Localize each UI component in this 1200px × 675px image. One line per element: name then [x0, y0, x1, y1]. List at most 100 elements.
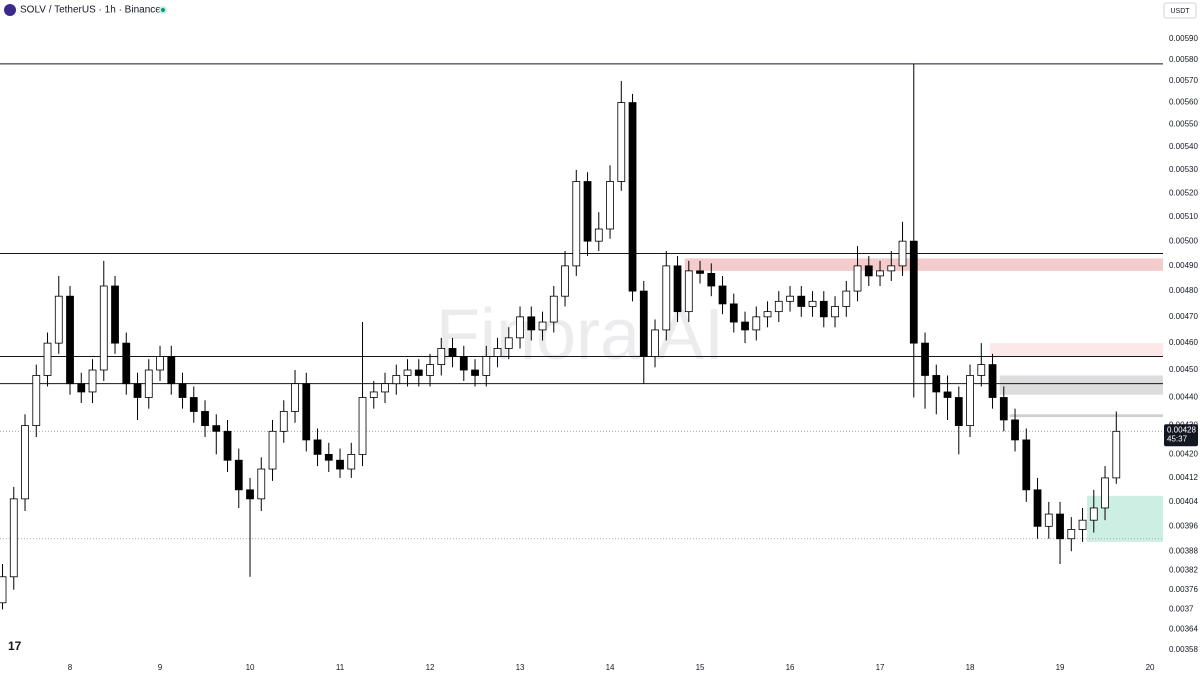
candle-body — [369, 391, 378, 398]
y-tick-label: 0.00412 — [1169, 473, 1198, 482]
tv-logo[interactable]: 17 — [8, 639, 22, 653]
candle-body — [842, 290, 851, 307]
y-tick-label: 0.00500 — [1169, 236, 1198, 245]
currency-box[interactable] — [1163, 2, 1197, 19]
x-tick-label: 19 — [1056, 663, 1065, 672]
currency[interactable]: USDT — [1170, 8, 1190, 15]
x-tick-label: 14 — [606, 663, 615, 672]
x-tick-label: 10 — [246, 663, 255, 672]
candle-body — [887, 265, 896, 272]
candle-body — [156, 356, 164, 371]
y-tick-label: 0.00376 — [1169, 585, 1198, 594]
candle-body — [876, 270, 884, 277]
candle-body — [696, 270, 704, 274]
candle-body — [729, 303, 738, 323]
countdown: 45:37 — [1167, 434, 1188, 443]
candle-body — [617, 102, 626, 182]
candle-body — [88, 369, 97, 393]
candle-body — [1011, 419, 1019, 441]
candle-body — [549, 295, 558, 323]
candle-body — [246, 489, 254, 500]
candle-body — [313, 439, 322, 455]
candle-body — [898, 240, 907, 267]
candle-body — [651, 329, 659, 357]
candle-body — [178, 383, 187, 398]
candle-body — [54, 295, 63, 344]
candle-body — [988, 364, 997, 398]
candle-body — [718, 285, 727, 305]
y-tick-label: 0.00560 — [1169, 98, 1198, 107]
candle-body — [279, 411, 288, 432]
candle-body — [167, 356, 176, 385]
candle-body — [448, 348, 457, 357]
y-tick-label: 0.00570 — [1169, 76, 1198, 85]
y-tick-label: 0.00510 — [1169, 212, 1198, 221]
candle-body — [482, 356, 491, 376]
x-tick-label: 8 — [68, 663, 73, 672]
candle-body — [459, 356, 468, 371]
candle-body — [774, 300, 783, 313]
candle-body — [684, 270, 693, 313]
y-tick-label: 0.00580 — [1169, 55, 1198, 64]
candle-body — [572, 181, 581, 267]
candle-body — [32, 375, 41, 427]
candle-body — [1033, 489, 1042, 527]
candle-body — [639, 290, 648, 357]
candle-body — [583, 181, 592, 242]
candle-body — [1101, 477, 1109, 509]
candle-body — [673, 265, 682, 313]
candle-body — [1056, 513, 1064, 540]
candle-body — [414, 369, 423, 376]
y-tick-label: 0.00490 — [1169, 261, 1198, 270]
y-tick-label: 0.00404 — [1169, 497, 1198, 506]
candle-body — [403, 369, 412, 376]
candle-body — [741, 321, 749, 331]
candle-body — [381, 383, 389, 393]
candle-body — [707, 272, 716, 287]
x-tick-label: 9 — [158, 663, 163, 672]
candle-body — [999, 397, 1008, 421]
candle-body — [257, 468, 266, 500]
candle-body — [234, 459, 243, 491]
candle-body — [212, 425, 221, 432]
candle-body — [223, 430, 232, 461]
candle-body — [966, 375, 974, 427]
x-tick-label: 11 — [336, 663, 345, 672]
y-tick-label: 0.00450 — [1169, 365, 1198, 374]
candle-body — [21, 425, 29, 500]
y-tick-label: 0.00358 — [1169, 645, 1198, 654]
y-tick-label: 0.00550 — [1169, 120, 1198, 129]
x-tick-label: 18 — [966, 663, 975, 672]
candle-body — [99, 285, 108, 371]
candle-body — [977, 364, 986, 376]
zone — [684, 258, 1163, 271]
candle-body — [122, 342, 131, 385]
candle-body — [77, 383, 86, 393]
candle-body — [9, 498, 18, 578]
candle-body — [324, 453, 333, 461]
candle-body — [1078, 519, 1087, 530]
x-tick-label: 15 — [696, 663, 705, 672]
zone — [989, 343, 1163, 357]
candle-body — [133, 383, 142, 398]
zone — [1087, 495, 1163, 542]
x-tick-label: 13 — [516, 663, 525, 672]
candle-body — [0, 576, 7, 604]
candle-body — [1067, 529, 1076, 540]
candle-body — [268, 430, 277, 470]
candle-body — [392, 375, 401, 385]
candle-body — [291, 383, 299, 412]
price-tag — [1164, 424, 1198, 447]
price-tag-value: 0.00428 — [1167, 425, 1196, 434]
candle-body — [853, 265, 862, 292]
candle-body — [471, 369, 479, 376]
y-tick-label: 0.00470 — [1169, 312, 1198, 321]
x-tick-label: 17 — [876, 663, 885, 672]
candle-body — [1022, 439, 1031, 491]
candle-body — [864, 265, 873, 277]
symbol-title: SOLV / TetherUS · 1h · Binance — [20, 5, 161, 16]
candle-body — [347, 453, 356, 470]
candle-body — [493, 348, 502, 357]
candle-body — [437, 348, 446, 365]
